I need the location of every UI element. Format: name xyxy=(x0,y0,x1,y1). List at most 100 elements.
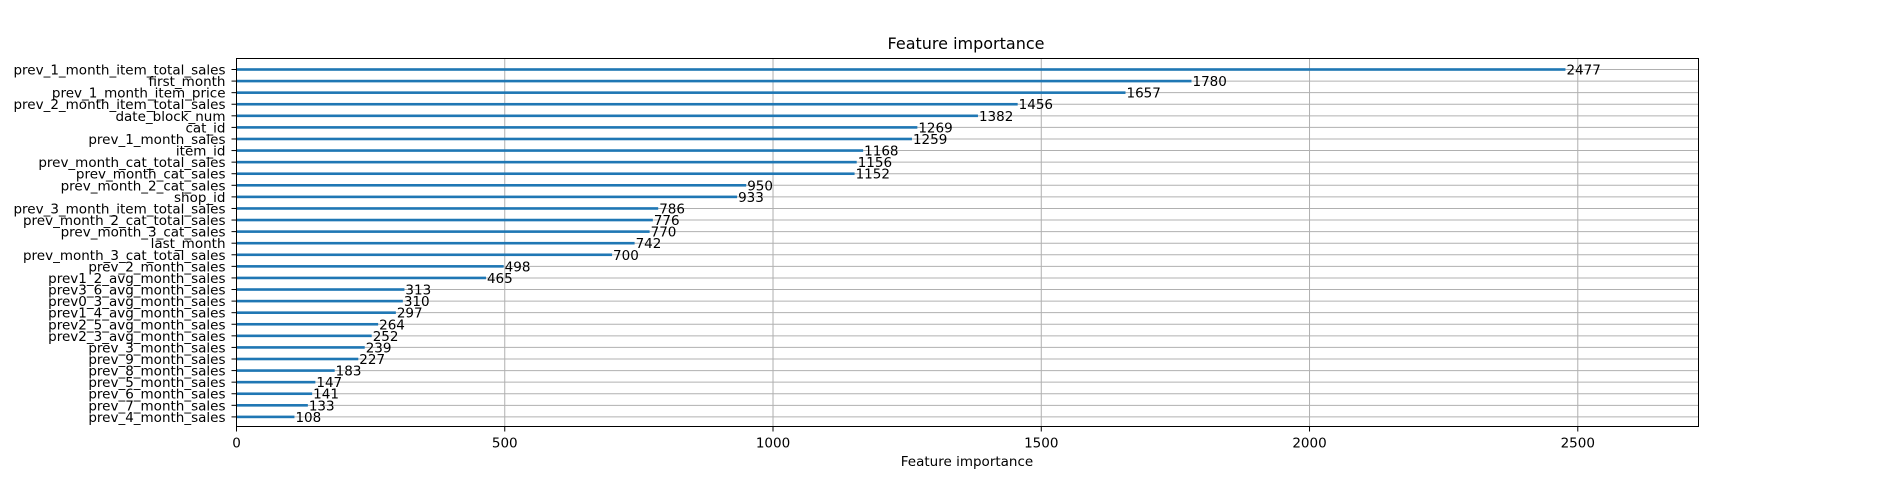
y-tick-layer: prev_1_month_item_total_salesfirst_month… xyxy=(13,63,237,426)
y-tick-label: prev_8_month_sales xyxy=(88,364,225,380)
bar xyxy=(236,160,857,164)
data-label: 1456 xyxy=(1019,97,1053,113)
data-label: 1269 xyxy=(918,120,952,136)
bar xyxy=(236,172,855,176)
y-tick-label: prev_month_2_cat_sales xyxy=(61,178,226,194)
y-tick-label: prev_month_cat_sales xyxy=(76,167,226,183)
data-label: 108 xyxy=(295,410,321,426)
y-tick-label: cat_id xyxy=(185,120,225,136)
bar xyxy=(236,380,316,384)
bar xyxy=(236,404,308,407)
data-label: 1168 xyxy=(864,144,898,160)
y-tick-label: prev_7_month_sales xyxy=(88,398,225,414)
bar xyxy=(236,91,1126,94)
bar xyxy=(236,218,653,222)
data-label: 933 xyxy=(738,190,764,206)
y-tick-label: prev_6_month_sales xyxy=(88,387,225,403)
y-tick-label: last_month xyxy=(151,236,226,252)
y-tick-label: date_block_num xyxy=(115,109,225,125)
y-tick-label: prev_5_month_sales xyxy=(88,375,225,391)
data-label: 264 xyxy=(379,317,405,333)
data-label: 2477 xyxy=(1566,63,1600,79)
y-tick-label: prev_3_month_item_total_sales xyxy=(13,201,225,217)
x-tick-label: 2500 xyxy=(1561,436,1595,452)
data-label: 310 xyxy=(404,294,430,310)
data-label: 141 xyxy=(313,387,339,403)
y-tick-label: prev_1_month_item_total_sales xyxy=(13,63,225,79)
y-tick-label: prev1_4_avg_month_sales xyxy=(48,306,225,322)
data-label: 313 xyxy=(405,283,431,299)
data-label: 498 xyxy=(505,259,531,275)
bar xyxy=(236,288,405,291)
bar xyxy=(236,265,504,268)
bar xyxy=(236,114,978,118)
y-tick-label: prev_9_month_sales xyxy=(88,352,225,368)
data-label: 1156 xyxy=(858,155,892,171)
data-label: 297 xyxy=(397,306,423,322)
data-label: 239 xyxy=(366,340,392,356)
y-tick-label: shop_id xyxy=(174,190,226,206)
bar xyxy=(236,346,365,349)
bar xyxy=(236,311,396,314)
data-label: 950 xyxy=(747,178,773,194)
data-label: 183 xyxy=(336,364,362,380)
data-label: 147 xyxy=(316,375,342,391)
y-tick-label: prev3_6_avg_month_sales xyxy=(48,283,225,299)
data-label: 786 xyxy=(659,201,685,217)
data-label: 742 xyxy=(636,236,662,252)
bar xyxy=(236,149,864,152)
y-tick-label: prev0_3_avg_month_sales xyxy=(48,294,225,310)
bar xyxy=(236,322,379,326)
x-tick-label: 1000 xyxy=(756,436,790,452)
y-tick-label: prev_2_month_item_total_sales xyxy=(13,97,225,113)
bar xyxy=(236,392,313,396)
bar xyxy=(236,102,1018,106)
y-tick-label: prev_month_3_cat_total_sales xyxy=(23,248,226,264)
data-label: 1780 xyxy=(1192,74,1226,90)
data-label: 1657 xyxy=(1127,86,1161,102)
data-label: 776 xyxy=(654,213,680,229)
y-tick-label: prev_1_month_item_price xyxy=(52,86,226,102)
bar xyxy=(236,369,335,372)
x-axis-label: Feature importance xyxy=(901,454,1033,470)
y-tick-label: prev_month_3_cat_sales xyxy=(61,225,226,241)
bar xyxy=(236,253,613,257)
data-label: 133 xyxy=(309,398,335,414)
bar-layer xyxy=(236,68,1566,419)
data-label: 1152 xyxy=(856,167,890,183)
y-tick-label: prev2_3_avg_month_sales xyxy=(48,329,225,345)
y-tick-label: prev_2_month_sales xyxy=(88,259,225,275)
plot-frame xyxy=(236,58,1699,427)
y-tick-label: item_id xyxy=(176,144,226,160)
bar xyxy=(236,68,1566,71)
bar xyxy=(236,137,912,141)
y-tick-label: prev_1_month_sales xyxy=(88,132,225,148)
bar xyxy=(236,241,635,245)
data-label: 1382 xyxy=(979,109,1013,125)
bar xyxy=(236,299,403,303)
x-tick-layer: 0 500 1000 1500 2000 2500 xyxy=(232,426,1595,452)
y-tick-label: first_month xyxy=(149,74,226,90)
data-label: 770 xyxy=(651,225,677,241)
y-tick-label: prev_3_month_sales xyxy=(88,340,225,356)
bar xyxy=(236,415,295,419)
x-tick-label: 1500 xyxy=(1024,436,1058,452)
x-tick-label: 2000 xyxy=(1292,436,1326,452)
bar xyxy=(236,184,747,187)
y-tick-label: prev1_2_avg_month_sales xyxy=(48,271,225,287)
y-tick-label: prev_month_cat_total_sales xyxy=(38,155,225,171)
chart-title: Feature importance xyxy=(888,34,1045,53)
data-label: 1259 xyxy=(913,132,947,148)
data-label: 227 xyxy=(359,352,385,368)
y-tick-label: prev_4_month_sales xyxy=(88,410,225,426)
x-tick-label: 500 xyxy=(492,436,518,452)
data-label: 700 xyxy=(613,248,639,264)
data-label: 465 xyxy=(487,271,513,287)
bar xyxy=(236,334,372,338)
bar xyxy=(236,195,738,199)
data-label: 252 xyxy=(373,329,399,345)
bar xyxy=(236,357,359,361)
